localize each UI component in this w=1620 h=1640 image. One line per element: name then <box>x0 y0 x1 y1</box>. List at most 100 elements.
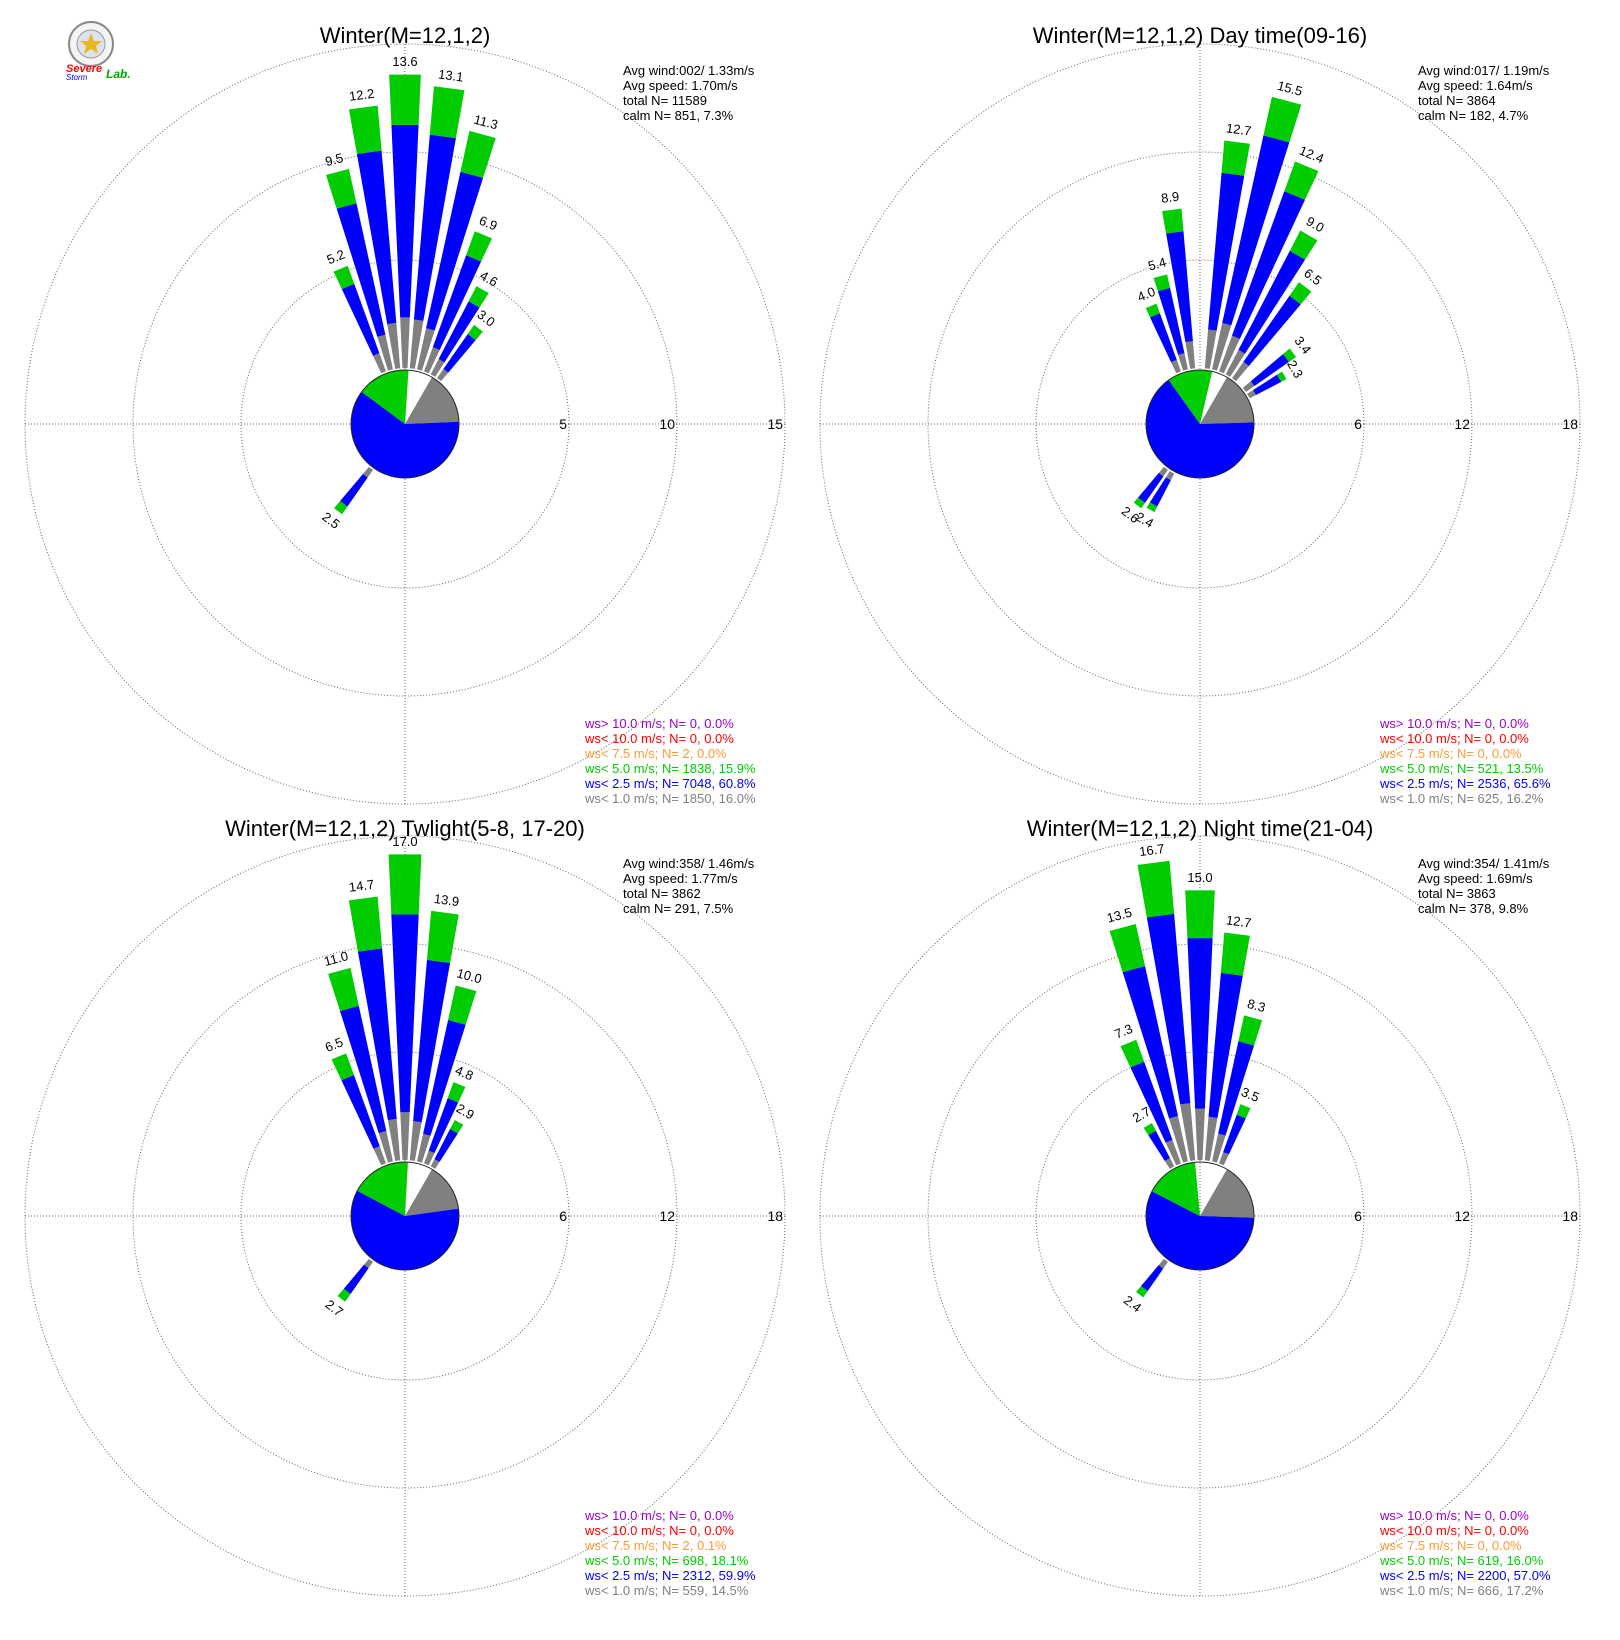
rose-4-sector-8-mid-band <box>1236 1104 1251 1119</box>
rose-1-sector-10-label: 2.5 <box>319 509 342 532</box>
wind-rose-1: Winter(M=12,1,2)5 10 155.29.512.213.613.11… <box>24 23 786 806</box>
rose-2-sector-11-low-band <box>1149 477 1171 507</box>
rose-2-sector-11-mid-band <box>1146 502 1158 513</box>
rose-2-sector-3-calm-band <box>1185 341 1196 369</box>
rose-1-pie-outline <box>350 369 460 479</box>
rose-1-sector-8-calm-band <box>430 359 445 377</box>
rose-3-legend-6: ws< 1.0 m/s; N= 559, 14.5% <box>584 1583 749 1598</box>
rose-4-sector-3-label: 13.5 <box>1105 905 1133 926</box>
rose-1-sector-5-low-band <box>413 134 456 321</box>
rose-3-sector-3-label: 14.7 <box>348 877 375 895</box>
rose-2-sector-4-mid-band <box>1221 140 1250 176</box>
rose-3-sector-9-low-band <box>343 1264 369 1294</box>
rose-4-pie-calm <box>1200 1169 1254 1218</box>
rose-4-sector-6-low-band <box>1208 972 1243 1118</box>
rose-4-sector-8-label: 3.5 <box>1239 1084 1261 1105</box>
rose-1-sector-8-low-band <box>438 301 480 363</box>
rose-4-pie-mid <box>1151 1162 1200 1216</box>
lab-logo-star-icon <box>80 33 102 54</box>
rose-3-sector-2-mid-band <box>328 967 359 1011</box>
rose-4-pie-outline <box>1145 1161 1255 1271</box>
rose-4-sector-4-calm-band <box>1180 1103 1196 1161</box>
rose-2-sector-6-calm-band <box>1219 335 1240 374</box>
rose-1-sector-1-low-band <box>341 283 380 356</box>
rose-4-sector-7-low-band <box>1218 1041 1255 1136</box>
rose-2-sector-7-mid-band <box>1289 230 1318 260</box>
rose-3-sector-4-low-band <box>391 914 419 1113</box>
rose-3-sector-7-calm-band <box>424 1150 435 1166</box>
rose-4-sector-1-low-band <box>1148 1130 1170 1162</box>
rose-2-sector-3-label: 8.9 <box>1160 189 1180 206</box>
rose-3-pie-calm <box>405 1169 459 1216</box>
rose-1-sector-5-mid-band <box>429 86 465 139</box>
rose-1-sector-6-low-band <box>426 171 484 331</box>
rose-4-sector-2-low-band <box>1130 1061 1173 1143</box>
rose-2-sector-10-mid-band <box>1277 371 1287 382</box>
rose-2-sector-9-calm-band <box>1242 381 1255 392</box>
rose-1-pie-calm <box>405 377 459 424</box>
rose-2-stat-4: calm N= 182, 4.7% <box>1418 108 1529 123</box>
rose-3-sector-5-mid-band <box>426 910 459 963</box>
lab-logo-line1: Severe <box>66 63 102 75</box>
rose-4-sector-7-mid-band <box>1238 1015 1263 1046</box>
rose-1-sector-1-label: 5.2 <box>325 247 347 268</box>
rose-1-sector-9-low-band <box>443 334 476 373</box>
rose-3-sector-9-calm-band <box>364 1258 373 1269</box>
rose-4-sector-1-calm-band <box>1164 1158 1175 1169</box>
rose-1-sector-1-mid-band <box>333 265 355 290</box>
lab-logo: Severe Storm Lab. <box>66 21 131 82</box>
rose-4-stat-1: Avg wind:354/ 1.41m/s <box>1418 856 1550 871</box>
rose-2-sector-1-label: 4.0 <box>1135 284 1157 305</box>
rose-1-sector-4-mid-band <box>389 74 421 125</box>
rose-1-sector-2-low-band <box>336 203 386 337</box>
rose-4-sector-6-mid-band <box>1220 932 1250 976</box>
rose-3-pie-low <box>351 1190 459 1270</box>
rose-2-sector-6-low-band <box>1231 191 1306 339</box>
rose-1-sector-6-mid-band <box>460 130 496 178</box>
rose-2-sector-8-label: 6.5 <box>1301 265 1324 288</box>
rose-4-sector-1-mid-band <box>1143 1123 1156 1136</box>
rose-1-sector-7-low-band <box>432 255 482 350</box>
rose-2-pie-mid <box>1168 370 1213 424</box>
rose-2-sector-12-low-band <box>1138 472 1164 503</box>
rose-3-sector-9-mid-band <box>337 1288 351 1302</box>
rose-3-sector-1-low-band <box>341 1074 380 1149</box>
rose-2-sector-2-low-band <box>1157 287 1185 355</box>
rose-2-sector-10-low-band <box>1253 374 1282 395</box>
rose-2-sector-1-calm-band <box>1171 359 1181 374</box>
rose-2-sector-1-mid-band <box>1145 303 1160 318</box>
rose-2-legend-5: ws< 2.5 m/s; N= 2536, 65.6% <box>1379 776 1551 791</box>
rose-3-sector-1-calm-band <box>373 1146 386 1166</box>
rose-2-sector-8-mid-band <box>1289 282 1312 305</box>
rose-1-legend-5: ws< 2.5 m/s; N= 7048, 60.8% <box>584 776 756 791</box>
rose-1-pie-mid <box>361 370 409 424</box>
rose-1-stat-3: total N= 11589 <box>623 93 707 108</box>
rose-1-sector-4-calm-band <box>400 317 410 369</box>
wind-rose-3: Winter(M=12,1,2) Twlight(5-8, 17-20)6 12 1… <box>24 816 786 1598</box>
rose-1-legend-2: ws< 10.0 m/s; N= 0, 0.0% <box>584 731 734 746</box>
rose-2-sector-7-low-band <box>1238 250 1306 354</box>
rose-4-sector-3-calm-band <box>1169 1116 1188 1163</box>
rose-4-legend-1: ws> 10.0 m/s; N= 0, 0.0% <box>1379 1508 1529 1523</box>
rose-4-sector-8-low-band <box>1223 1114 1246 1155</box>
rose-2-sector-9-mid-band <box>1283 348 1297 362</box>
rose-2-sector-2-calm-band <box>1178 353 1188 371</box>
rose-2-title: Winter(M=12,1,2) Day time(09-16) <box>1033 23 1367 48</box>
rose-1-sector-2-calm-band <box>377 334 393 371</box>
rose-2-sector-2-mid-band <box>1153 274 1171 292</box>
rose-4-legend-5: ws< 2.5 m/s; N= 2200, 57.0% <box>1379 1568 1551 1583</box>
rose-1-stat-4: calm N= 851, 7.3% <box>623 108 734 123</box>
rose-3-stat-4: calm N= 291, 7.5% <box>623 901 734 916</box>
rose-1-sector-6-label: 11.3 <box>472 112 499 133</box>
rose-4-sector-3-mid-band <box>1109 923 1146 973</box>
rose-2-legend-4: ws< 5.0 m/s; N= 521, 13.5% <box>1379 761 1544 776</box>
rose-4-sector-4-label: 16.7 <box>1138 841 1165 859</box>
rose-3-pie-outline <box>350 1161 460 1271</box>
rose-1-sector-9-label: 3.0 <box>474 307 497 330</box>
rose-3-sector-2-low-band <box>339 1005 387 1134</box>
rose-2-sector-2-label: 5.4 <box>1146 254 1167 273</box>
rose-3-legend-5: ws< 2.5 m/s; N= 2312, 59.9% <box>584 1568 756 1583</box>
rose-4-stat-2: Avg speed: 1.69m/s <box>1418 871 1533 886</box>
rose-4-sector-3-low-band <box>1122 966 1179 1119</box>
rose-1-tick-label-1: 5 <box>559 416 567 432</box>
